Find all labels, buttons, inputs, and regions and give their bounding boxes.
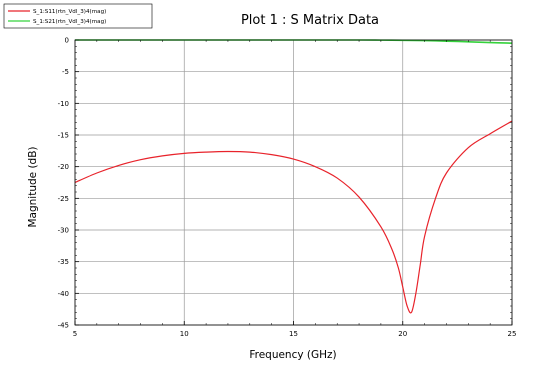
- y-tick-label: -5: [62, 68, 69, 76]
- chart-title: Plot 1 : S Matrix Data: [241, 13, 379, 28]
- legend-label-s11: S_1:S11(rtn_Vdl_3)4(mag): [33, 9, 106, 15]
- series-line-s11: [74, 120, 513, 314]
- x-tick-label: 15: [289, 330, 298, 338]
- x-tick-label: 10: [180, 330, 189, 338]
- y-tick-label: -40: [58, 290, 69, 298]
- y-tick-label: -10: [58, 100, 69, 108]
- x-axis-title: Frequency (GHz): [249, 349, 336, 361]
- legend: S_1:S11(rtn_Vdl_3)4(mag) S_1:S21(rtn_Vdl…: [3, 3, 153, 29]
- x-tick-label: 20: [398, 330, 407, 338]
- y-axis-title: Magnitude (dB): [27, 146, 39, 227]
- y-tick-label: -20: [58, 163, 69, 171]
- x-tick-label: 25: [508, 330, 517, 338]
- x-tick-label: 5: [73, 330, 77, 338]
- y-tick-label: -35: [58, 258, 69, 266]
- legend-box: [3, 3, 153, 29]
- legend-label-s21: S_1:S21(rtn_Vdl_3)4(mag): [33, 19, 106, 25]
- y-tick-label: 0: [65, 37, 69, 45]
- tick-layer: 0 -5 -10 -15 -20 -25 -30 -35 -40 -45 5 10 15 20 25: [58, 37, 517, 339]
- y-tick-label: -45: [58, 322, 69, 330]
- y-tick-label: -15: [58, 132, 69, 140]
- y-tick-label: -25: [58, 195, 69, 203]
- y-tick-label: -30: [58, 227, 69, 235]
